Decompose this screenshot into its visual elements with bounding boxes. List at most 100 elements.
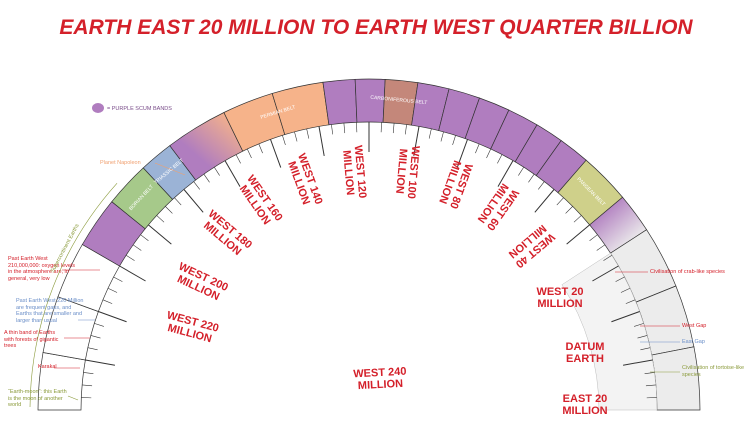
tick [615,276,625,282]
tick [148,224,172,245]
title: EARTH EAST 20 MILLION TO EARTH WEST QUAR… [59,16,693,39]
note-text: Civilisation of tortoise-like species [682,365,745,378]
tick [644,372,655,375]
tick [497,160,514,187]
tick [528,173,535,183]
tick [343,123,346,134]
note-text: Past Earth West 220 Million are frequent… [16,298,84,324]
note: Karakal [38,364,57,370]
note-text: West Gap [682,323,707,329]
tick [640,347,651,351]
tick [94,323,104,327]
tick [475,143,480,154]
tick [622,359,653,366]
tick [165,206,173,214]
era-line: MILLION [537,298,582,310]
tick [573,215,582,223]
era-line: DATUM [566,341,605,353]
tick [258,143,263,154]
tick [537,181,545,190]
era-label: WEST 160MILLION [234,173,284,230]
tick [83,372,94,375]
tick [556,197,564,206]
era-label: WEST 200MILLION [172,261,230,305]
era-line: WEST 100 [405,145,422,199]
tick [589,234,598,242]
tick [174,197,182,206]
tick [486,148,491,159]
era-label: WEST 100MILLION [393,144,422,199]
tick [98,311,127,323]
tick [645,384,656,387]
tick [611,311,640,323]
tick [156,215,165,223]
era-label: WEST 120MILLION [340,145,369,200]
tick [637,335,648,339]
tick [596,244,606,251]
era-label: DATUM EARTH [566,341,605,365]
note-text: East Gap [682,339,705,345]
note: Past Earth West 210,000,000: oxygen leve… [8,256,75,282]
era-line: WEST 120 [352,145,369,199]
tick [592,265,619,282]
leader-line [67,395,79,401]
tick [119,265,146,282]
tick [113,276,123,282]
note: “Earth-moon”: this Earth is the moon of … [8,389,67,408]
tick [497,154,503,164]
tick [518,166,524,176]
era-line: MILLION [358,378,404,392]
tick [107,288,118,293]
tick [140,234,149,242]
era-line: EARTH [566,353,604,365]
note: A thin band of Earths with forests of gi… [4,330,59,349]
tick [282,135,286,145]
tick [102,299,113,304]
bracket [29,182,118,408]
era-label: WEST 40MILLION [505,221,556,270]
note-text: Karakal [38,364,57,370]
tick [634,323,644,327]
tick [183,189,204,213]
tick [214,166,220,176]
note: West Gap [682,323,707,329]
legend-swatch [92,103,104,113]
tick [270,139,282,168]
tick [566,224,590,245]
tick [452,135,456,145]
note-text: “Earth-moon”: this Earth is the moon of … [8,389,67,408]
note-text: Civilisation of crab-like species [650,269,725,275]
tick [625,299,636,304]
era-label: WEST 80MILLION [436,158,475,210]
tick [82,384,93,387]
tick [620,288,631,293]
era-label: WEST 220MILLION [162,309,220,346]
tick [392,123,395,134]
band-segment [322,78,358,126]
note-text: A thin band of Earths with forests of gi… [4,330,59,349]
tick [132,244,142,251]
era-line: EAST 20 [563,393,608,405]
tick [534,189,555,213]
era-line: MILLION [393,148,409,194]
leader-line [154,162,186,176]
tick [306,128,310,139]
era-label: WEST 240MILLION [353,366,407,393]
era-line: WEST 20 [536,286,583,298]
tick [203,173,210,183]
tick [413,126,420,157]
tick [193,181,201,190]
tick [456,139,468,168]
era-line: MILLION [340,150,356,196]
note: Planet Napoleon [100,160,141,166]
note: Past Earth West 220 Million are frequent… [16,298,84,324]
tick [235,154,241,164]
note: Civilisation of tortoise-like species [682,365,745,378]
era-line: MILLION [562,405,607,417]
tick [294,131,298,142]
tick [440,131,444,142]
tick [87,347,98,351]
note: Civilisation of crab-like species [650,269,725,275]
note: East Gap [682,339,705,345]
